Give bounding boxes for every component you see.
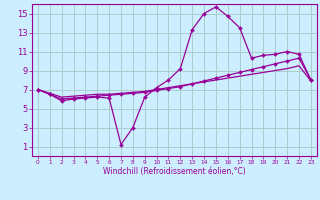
- X-axis label: Windchill (Refroidissement éolien,°C): Windchill (Refroidissement éolien,°C): [103, 167, 246, 176]
